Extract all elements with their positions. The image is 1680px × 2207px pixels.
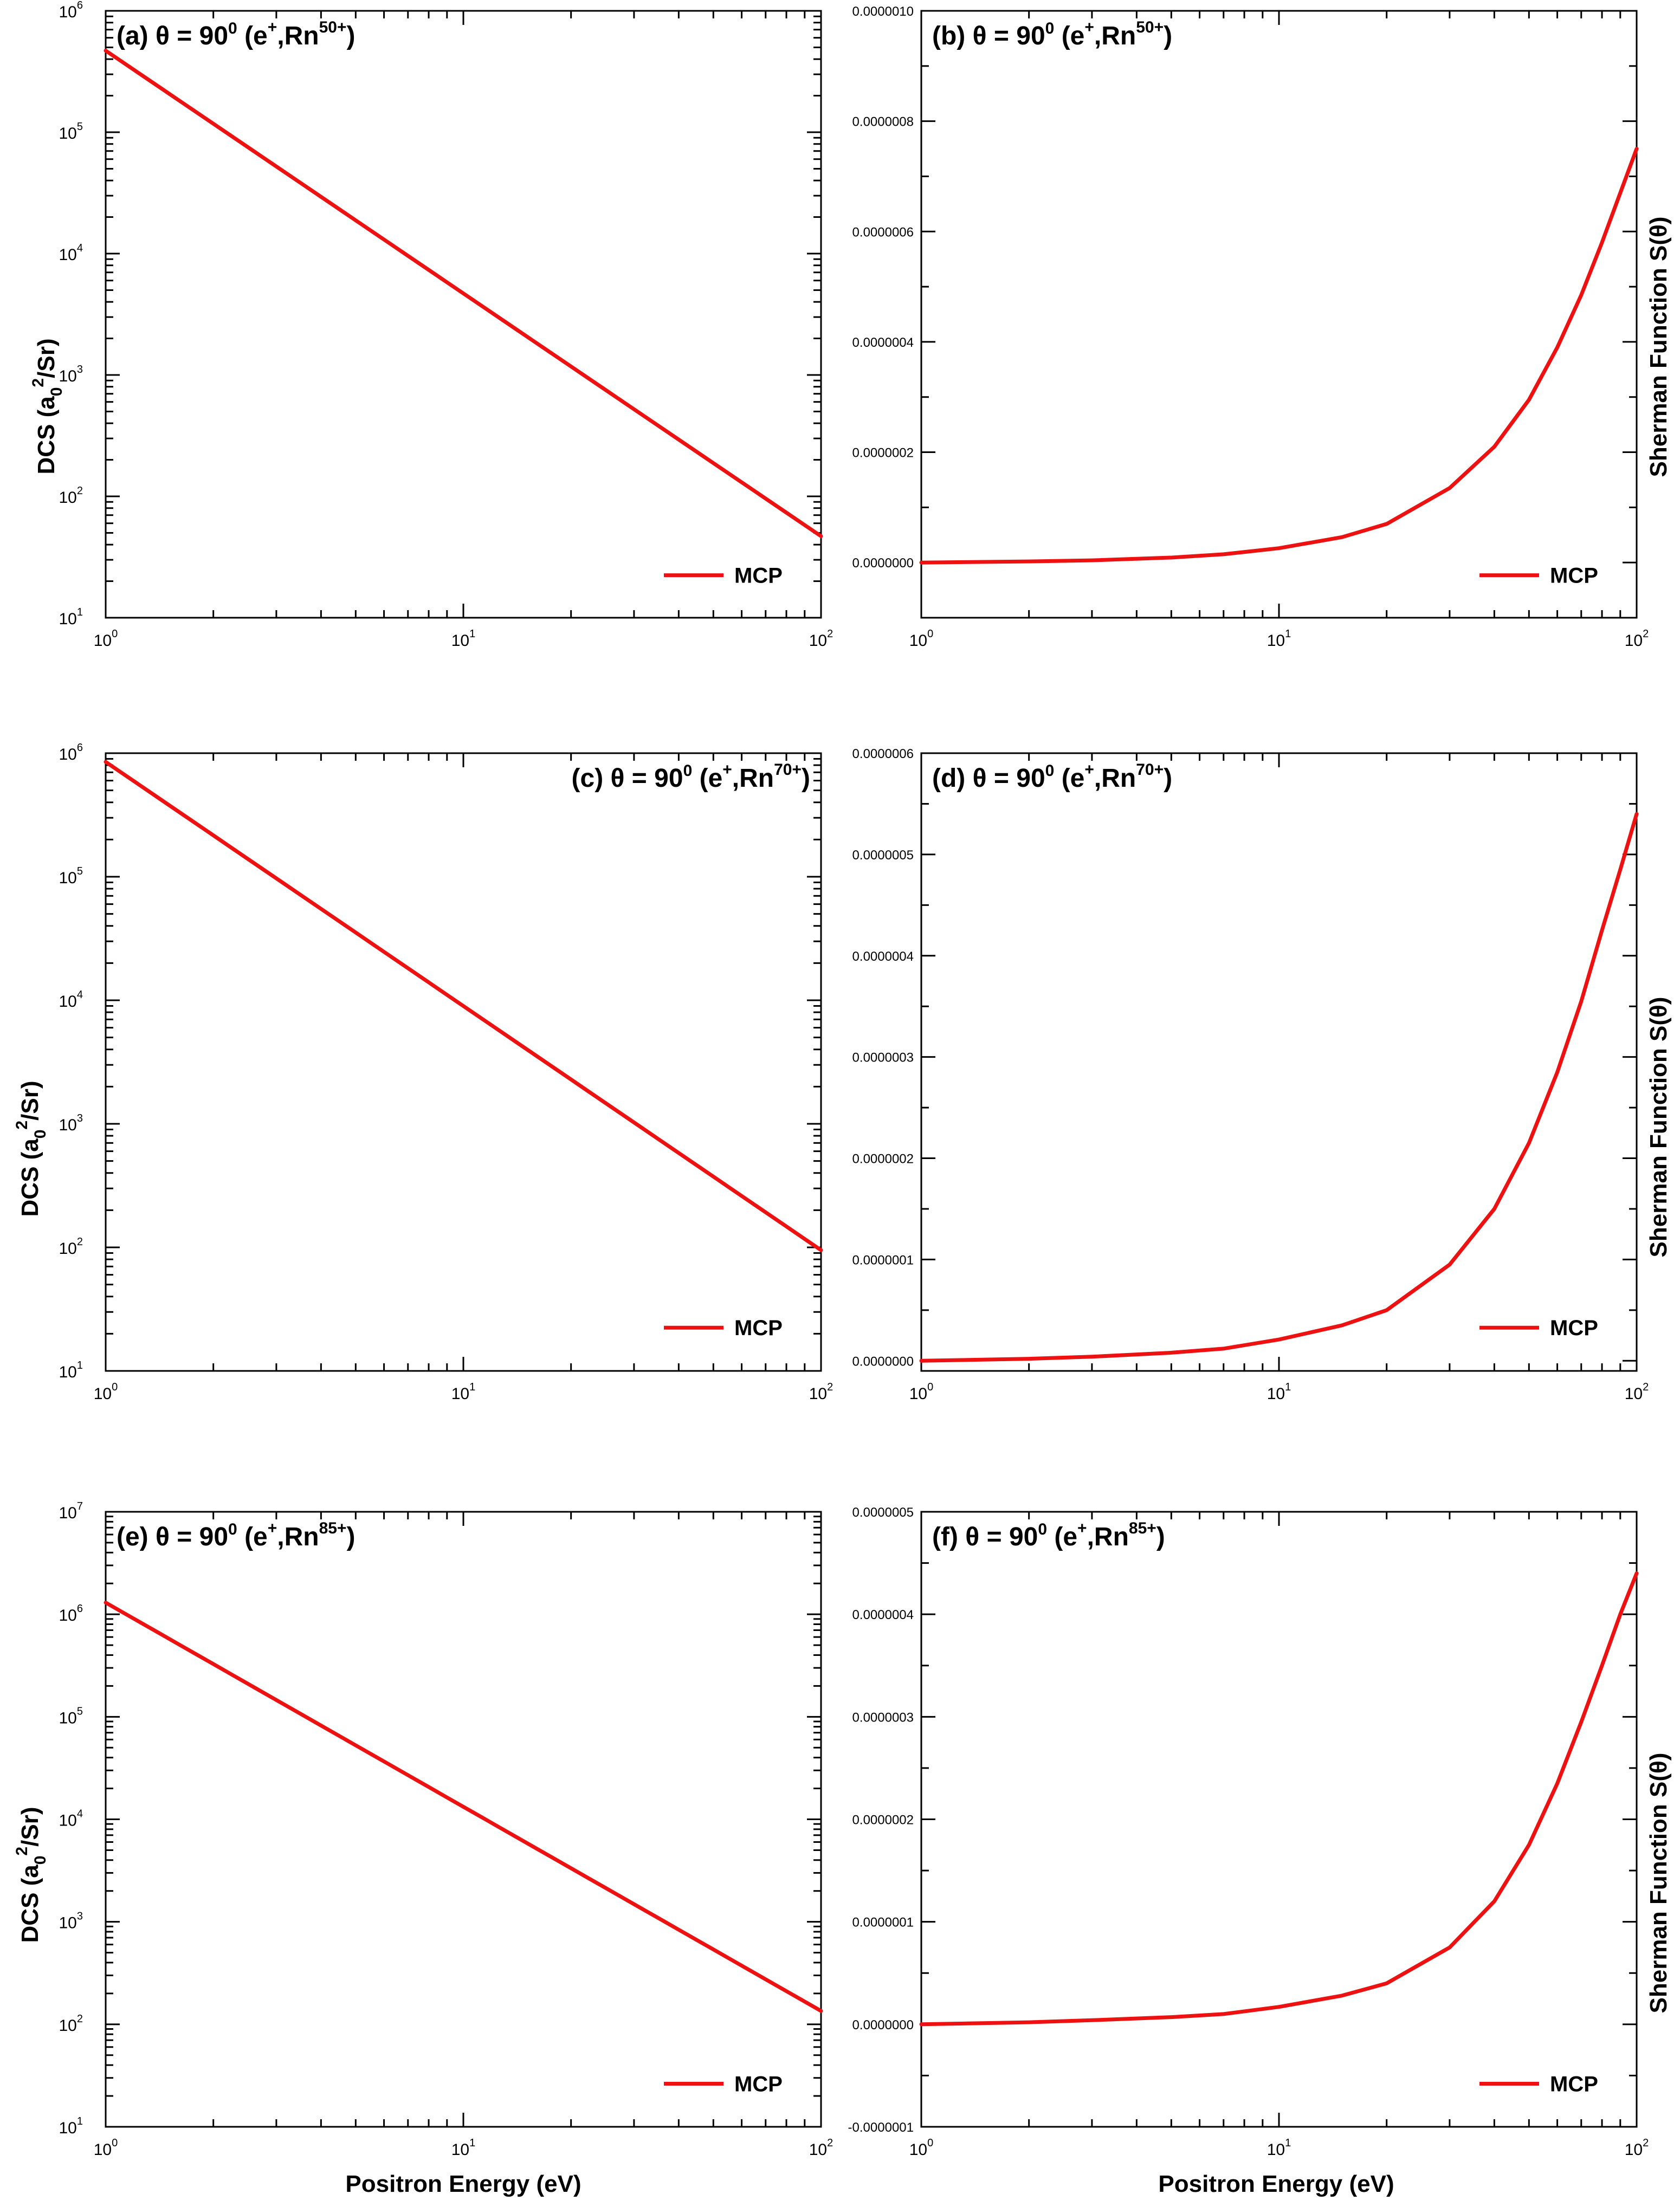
legend-label-b: MCP [1550,564,1598,588]
y-tick-label: 0.0000000 [852,1354,914,1369]
y-tick-label: 0.0000005 [852,848,914,863]
y-tick-label: 0.0000006 [852,225,914,240]
y-tick-label: -0.0000001 [848,2120,914,2135]
y-tick-label: 0.0000008 [852,115,914,130]
y-tick-label: 0.0000002 [852,1813,914,1828]
x-tick-label: 102 [809,1381,833,1403]
y-tick-label: 0.0000004 [852,335,914,350]
y-tick-label: 104 [59,242,83,264]
panel-title-a: (a) θ = 900 (e+,Rn50+) [117,18,355,50]
panel-e: 100 101 102 101 102 103 104 105 106 107 MCP (e) θ =… [59,1500,833,2159]
x-tick-label: 100 [909,1381,934,1403]
series-line-mcp-d [919,812,1639,1363]
panel-b: 100 101 102 0.0000000 0.0000002 0.0000004 0.00… [852,4,1649,650]
legend-label-a: MCP [734,564,783,588]
y-tick-label: 102 [59,485,83,507]
y-tick-label: 101 [59,2115,83,2137]
ylabel-right-f: Sherman Function S(θ) [1645,1753,1672,2014]
x-tick-label: 101 [451,2137,476,2159]
series-line-mcp-c [104,760,823,1252]
y-tick-label: 104 [59,989,83,1011]
y-tick-label: 105 [59,865,83,887]
panel-title-f: (f) θ = 900 (e+,Rn85+) [932,1519,1165,1551]
x-tick-label: 102 [1625,1381,1649,1403]
y-tick-label: 0.0000002 [852,446,914,461]
y-tick-label: 0.0000001 [852,1253,914,1267]
panel-c: 100 101 102 101 102 103 104 105 106 MCP (c) θ = 90… [59,742,833,1403]
panel-title-d: (d) θ = 900 (e+,Rn70+) [932,761,1172,793]
ylabel-right-b: Sherman Function S(θ) [1645,217,1672,477]
y-tick-label: 106 [59,742,83,763]
panel-d: 100 101 102 0.0000000 0.0000001 0.0000002 0.00… [852,747,1649,1403]
y-tick-label: 102 [59,1236,83,1258]
y-tick-label: 105 [59,121,83,143]
panel-title-e: (e) θ = 900 (e+,Rn85+) [117,1519,355,1551]
x-tick-label: 102 [809,628,833,650]
y-tick-label: 107 [59,1500,83,1522]
panels: 100 101 102 101 102 103 104 105 106 MCP (a) θ = 90… [59,0,1649,2159]
y-tick-label: 0.0000003 [852,1710,914,1725]
y-tick-label: 103 [59,364,83,385]
y-tick-label: 105 [59,1705,83,1727]
xlabel-right: Positron Energy (eV) [1158,2171,1394,2197]
legend-label-f: MCP [1550,2073,1598,2096]
x-tick-label: 100 [909,2137,934,2159]
ylabel-left-c: DCS (a02/Sr) [13,1081,49,1217]
y-tick-label: 103 [59,1112,83,1134]
y-tick-label: 106 [59,1603,83,1624]
panel-f: 100 101 102 -0.0000001 0.0000000 0.0000001 0.0… [848,1505,1649,2159]
ylabel-right-d: Sherman Function S(θ) [1645,997,1672,1258]
series-line-mcp-a [104,49,823,538]
x-tick-label: 101 [1267,2137,1291,2159]
x-tick-label: 100 [94,2137,118,2159]
legend-label-c: MCP [734,1316,783,1340]
y-tick-label: 0.0000000 [852,556,914,571]
series-line-mcp-e [104,1601,823,2013]
y-tick-label: 101 [59,606,83,628]
x-tick-label: 102 [1625,628,1649,650]
y-tick-label: 106 [59,0,83,21]
panel-title-b: (b) θ = 900 (e+,Rn50+) [932,18,1172,50]
x-tick-label: 101 [1267,1381,1291,1403]
y-tick-label: 0.0000000 [852,2018,914,2033]
y-tick-label: 0.0000001 [852,1915,914,1930]
y-tick-label: 0.0000002 [852,1152,914,1167]
panel-title-c: (c) θ = 900 (e+,Rn70+) [572,761,810,793]
x-tick-label: 100 [909,628,934,650]
y-tick-label: 104 [59,1808,83,1830]
series-line-mcp-f [919,1571,1639,2027]
x-tick-label: 102 [1625,2137,1649,2159]
panel-a: 100 101 102 101 102 103 104 105 106 MCP (a) θ = 90… [59,0,833,650]
y-tick-label: 102 [59,2013,83,2035]
ylabel-left-a: DCS (a02/Sr) [29,339,66,475]
xlabel-left: Positron Energy (eV) [345,2171,581,2197]
y-tick-label: 0.0000010 [852,4,914,19]
y-tick-label: 101 [59,1360,83,1381]
series-line-mcp-b [919,147,1639,565]
x-tick-label: 101 [1267,628,1291,650]
legend-label-d: MCP [1550,1316,1598,1340]
y-tick-label: 0.0000003 [852,1051,914,1065]
x-tick-label: 101 [451,628,476,650]
y-tick-label: 0.0000006 [852,747,914,761]
y-tick-label: 0.0000004 [852,1608,914,1622]
y-tick-label: 0.0000004 [852,949,914,964]
legend-label-e: MCP [734,2073,783,2096]
ylabel-left-e: DCS (a02/Sr) [13,1807,49,1943]
y-tick-label: 103 [59,1911,83,1932]
y-tick-label: 0.0000005 [852,1505,914,1520]
x-tick-label: 101 [451,1381,476,1403]
x-tick-label: 100 [94,1381,118,1403]
x-tick-label: 102 [809,2137,833,2159]
x-tick-label: 100 [94,628,118,650]
